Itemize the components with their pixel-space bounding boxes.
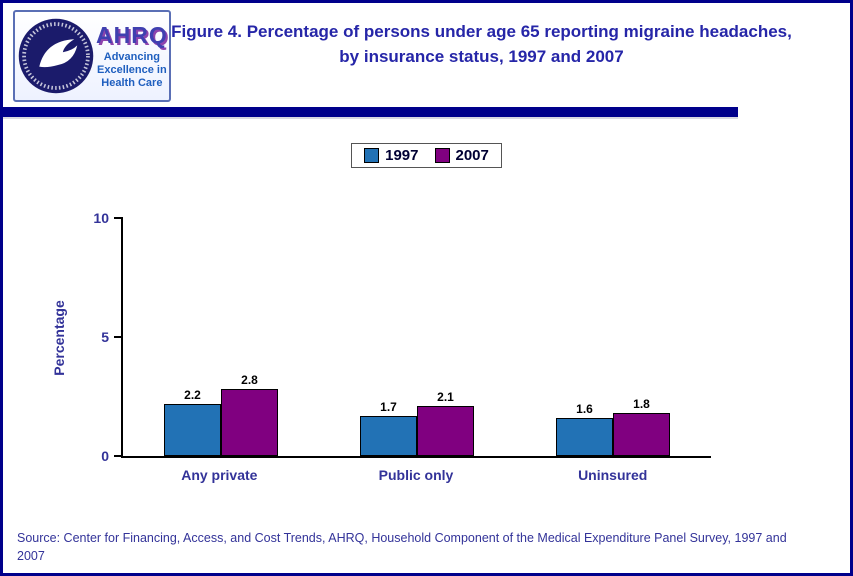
bar-value-label: 1.7 xyxy=(380,399,397,414)
figure-title: Figure 4. Percentage of persons under ag… xyxy=(171,10,840,69)
legend-swatch-icon xyxy=(364,148,380,163)
y-tick xyxy=(114,455,123,457)
source-note: Source: Center for Financing, Access, an… xyxy=(17,531,787,564)
y-axis-title: Percentage xyxy=(51,300,67,376)
hhs-eagle-seal-icon xyxy=(18,18,94,94)
bar-chart: Percentage 0 5 10 2.2 2.8 1.7 2.1 1.6 1.8 Any pr… xyxy=(51,210,711,483)
logo-tagline: Advancing Excellence in Health Care xyxy=(96,51,168,90)
bar-1997-any-private: 2.2 xyxy=(164,388,221,456)
x-category-label: Any private xyxy=(181,467,258,483)
legend-item-1997: 1997 xyxy=(364,147,419,164)
legend-swatch-icon xyxy=(434,148,450,163)
bar-groups: 2.2 2.8 1.7 2.1 1.6 1.8 xyxy=(123,218,711,456)
ahrq-wordmark: AHRQ xyxy=(96,22,168,49)
bar-value-label: 2.2 xyxy=(184,387,201,402)
bar-group-public-only: 1.7 2.1 xyxy=(360,390,474,456)
y-tick-label: 10 xyxy=(93,210,109,226)
x-category-label: Uninsured xyxy=(578,467,648,483)
x-axis-labels: Any private Public only Uninsured xyxy=(121,467,711,483)
header-divider-bar xyxy=(3,107,738,117)
bar-group-uninsured: 1.6 1.8 xyxy=(556,397,670,456)
bar-1997-uninsured: 1.6 xyxy=(556,402,613,456)
ahrq-logo: AHRQ Advancing Excellence in Health Care xyxy=(13,10,171,102)
tagline-line-2: Excellence in xyxy=(97,64,167,77)
header: AHRQ Advancing Excellence in Health Care… xyxy=(3,3,850,107)
figure-title-prefix: Figure 4. xyxy=(171,22,242,41)
bar-group-any-private: 2.2 2.8 xyxy=(164,373,278,456)
bar-2007-any-private: 2.8 xyxy=(221,373,278,456)
bar-value-label: 2.8 xyxy=(241,373,258,388)
chart-legend: 1997 2007 xyxy=(351,143,502,168)
y-tick-label: 0 xyxy=(101,448,109,464)
x-category-label: Public only xyxy=(378,467,454,483)
tagline-line-1: Advancing xyxy=(103,51,160,64)
y-tick xyxy=(114,217,123,219)
bar-value-label: 1.6 xyxy=(576,401,593,416)
bar-2007-public-only: 2.1 xyxy=(417,390,474,456)
legend-item-2007: 2007 xyxy=(434,147,489,164)
legend-label: 2007 xyxy=(455,147,489,164)
bar-value-label: 2.1 xyxy=(437,390,454,405)
bar-1997-public-only: 1.7 xyxy=(360,400,417,456)
figure-title-text: Percentage of persons under age 65 repor… xyxy=(242,22,792,66)
y-tick xyxy=(114,336,123,338)
plot-area: 0 5 10 2.2 2.8 1.7 2.1 1.6 1.8 xyxy=(93,210,711,464)
logo-text: AHRQ Advancing Excellence in Health Care xyxy=(94,22,168,90)
bar-value-label: 1.8 xyxy=(633,397,650,412)
tagline-line-3: Health Care xyxy=(101,76,163,89)
legend-label: 1997 xyxy=(385,147,419,164)
y-tick-label: 5 xyxy=(101,329,109,345)
bar-2007-uninsured: 1.8 xyxy=(613,397,670,456)
